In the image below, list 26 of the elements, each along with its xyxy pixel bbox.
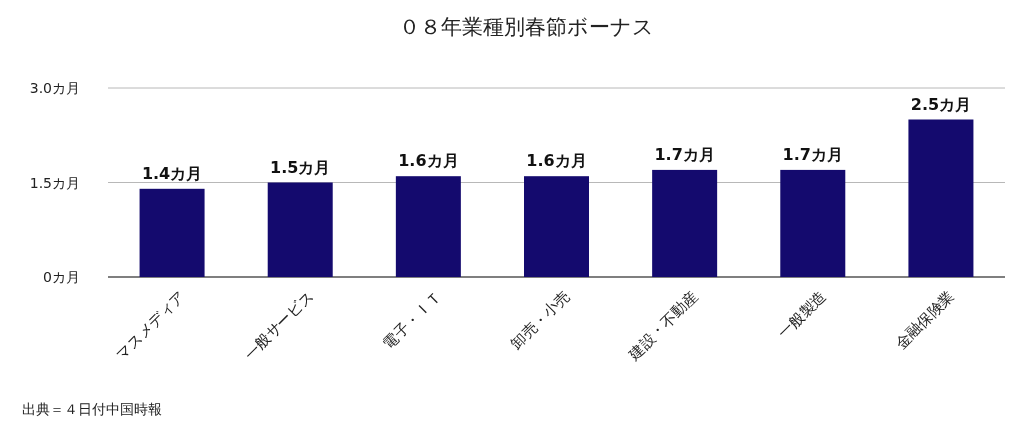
- y-tick-label: 1.5カ月: [29, 174, 80, 191]
- data-label: 1.6カ月: [398, 151, 459, 171]
- data-label: 1.4カ月: [141, 163, 203, 183]
- bar: [139, 188, 205, 277]
- data-label: 1.5カ月: [270, 157, 331, 177]
- x-tick-label: 金融保険業: [892, 287, 958, 353]
- bar: [524, 176, 589, 277]
- y-tick-label: 0カ月: [43, 269, 80, 285]
- data-label: 1.7カ月: [654, 144, 715, 164]
- y-tick-label: 3.0カ月: [29, 80, 80, 96]
- x-tick-label: 一般製造: [774, 287, 830, 343]
- x-tick-label: マスメディア: [112, 287, 189, 364]
- data-label: 1.7カ月: [782, 144, 843, 164]
- bar: [267, 182, 333, 277]
- bar: [908, 119, 974, 277]
- x-tick-label: 電子・ＩＴ: [379, 287, 446, 353]
- data-label: 2.5カ月: [910, 94, 972, 114]
- bar: [395, 176, 461, 277]
- bar: [780, 169, 846, 277]
- x-tick-label: 一般サービス: [240, 287, 318, 364]
- data-label: 1.6カ月: [526, 151, 587, 171]
- chart-title: ０８年業種別春節ボーナス: [399, 15, 654, 39]
- bar: [652, 169, 718, 277]
- x-tick-label: 建設・不動産: [624, 287, 702, 365]
- x-tick-label: 卸売・小売: [507, 287, 574, 353]
- source-note: 出典＝４日付中国時報: [22, 401, 162, 417]
